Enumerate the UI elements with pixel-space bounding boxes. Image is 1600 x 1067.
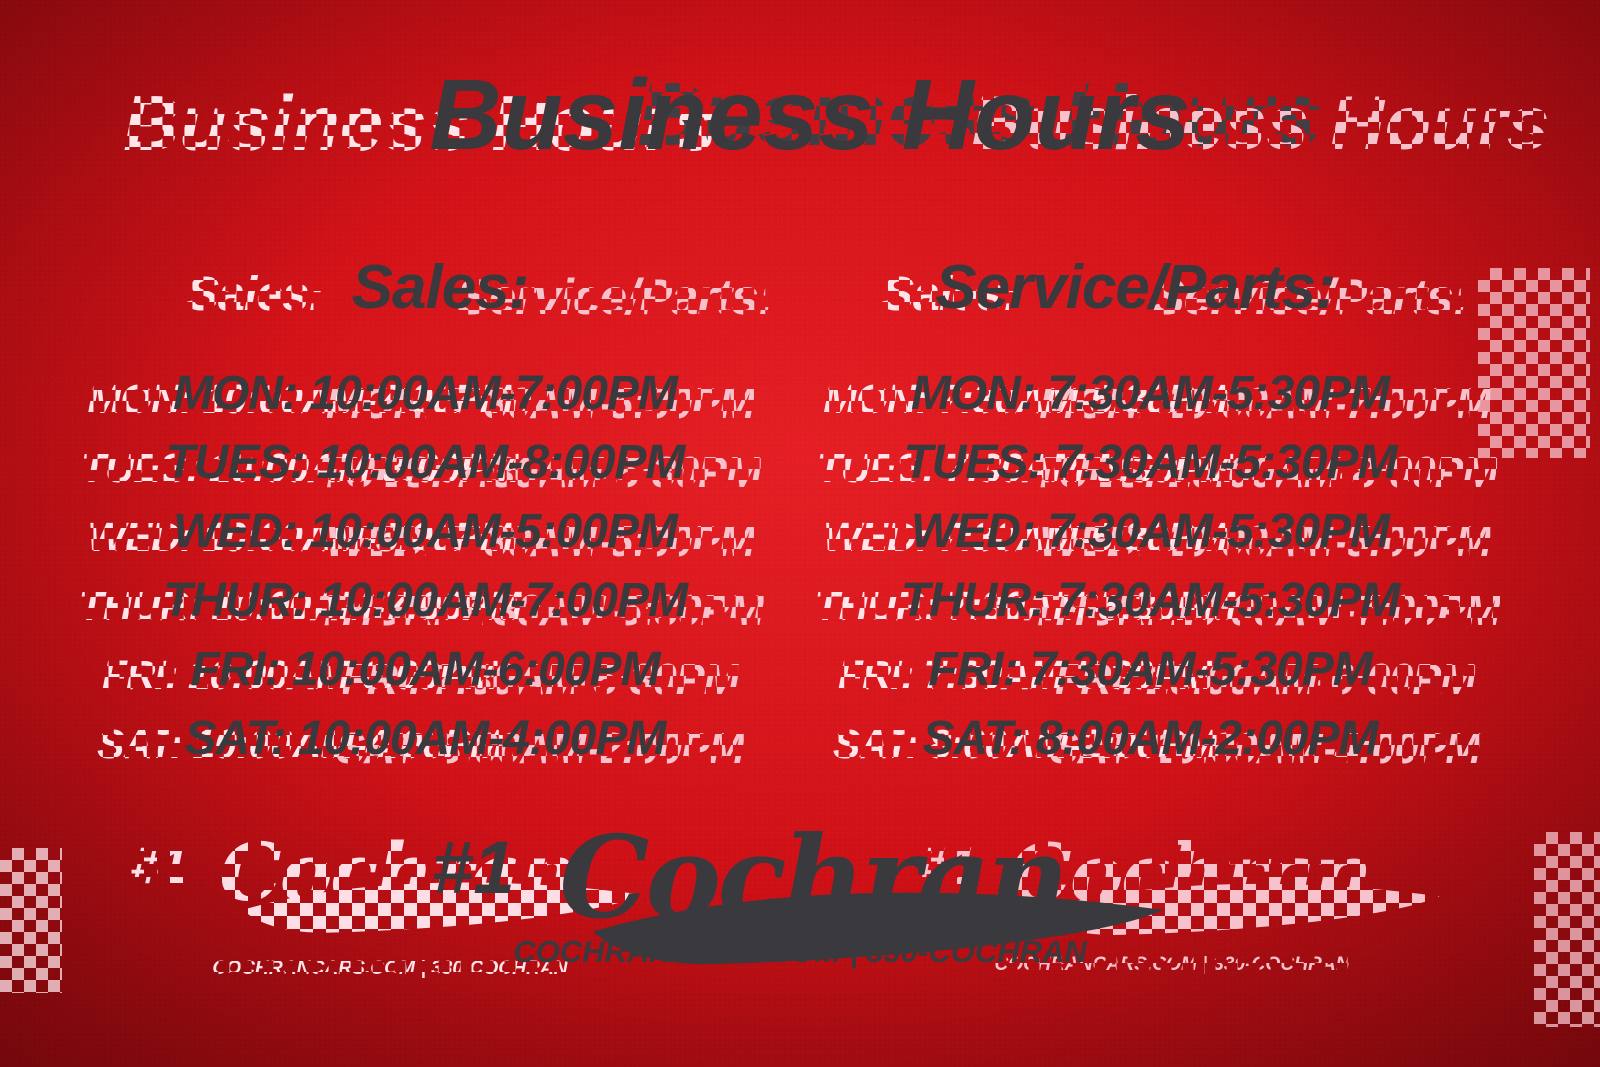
sales-row-ghost-white: WED: 10:00AM-5:00PM bbox=[87, 514, 513, 560]
service-row-text: TUES: 7:30AM-5:30PM bbox=[903, 436, 1397, 489]
sales-row-ghost-white: FRI: 10:00AM-6:00PM bbox=[102, 652, 499, 698]
sales-row-text: FRI: 10:00AM-6:00PM bbox=[190, 643, 660, 696]
service-row-ghost-white: TUES: 7:30AM-5:30PM bbox=[816, 445, 1234, 491]
sales-row-ghost-white: MON: 10:00AM-7:00PM bbox=[87, 376, 513, 422]
service-row-ghost-pink: FRI: 10:00AM-6:00PM bbox=[1054, 656, 1476, 704]
footer-ghost-pink: COCHRANCARS.COM | 330-COCHRAN bbox=[994, 954, 1350, 975]
logo-number-hash: #1 bbox=[917, 837, 976, 896]
title-ghost-pink: Business Hours bbox=[970, 81, 1550, 166]
sales-row-tues: TUES: 10:00AM-8:00PM TUES: 7:30AM-5:30PM… bbox=[81, 435, 762, 497]
service-row-text: THUR: 7:30AM-5:30PM bbox=[900, 574, 1400, 627]
service-row-fri: FRI: 7:30AM-5:30PM FRI: 10:00AM-6:00PM F… bbox=[838, 642, 1476, 704]
service-row-ghost-pink: THUR: 10:00AM-7:00PM bbox=[1030, 587, 1501, 635]
sales-row-ghost-pink: MON: 7:30AM-5:30PM bbox=[325, 380, 755, 428]
title-text: Business Hours bbox=[429, 59, 1191, 171]
title-ghost-white: Business Hours bbox=[123, 79, 717, 167]
sales-row-wed: WED: 10:00AM-5:00PM WED: 7:30AM-5:30PM W… bbox=[87, 504, 755, 566]
service-header-ghost-white: Sales: bbox=[881, 267, 1019, 321]
sales-header-ghost-pink: Service/Parts: bbox=[456, 269, 775, 325]
sales-row-ghost-white: SAT: 10:00AM-4:00PM bbox=[97, 721, 504, 767]
service-row-ghost-white: FRI: 7:30AM-5:30PM bbox=[837, 652, 1213, 698]
glitch-artifact bbox=[0, 848, 62, 993]
sales-header: Sales: Service/Parts: Sales: bbox=[187, 252, 775, 325]
logo-number-hash: #1 bbox=[432, 825, 515, 909]
sales-row-fri: FRI: 10:00AM-6:00PM FRI: 7:30AM-5:30PM F… bbox=[102, 642, 740, 704]
sales-row-ghost-pink: SAT: 8:00AM-2:00PM bbox=[336, 725, 745, 773]
cochran-logo-ghost-white: #1 Cochran bbox=[118, 812, 658, 960]
title-ghost-dark: Business Hours bbox=[637, 65, 1323, 165]
service-row-ghost-pink: SAT: 10:00AM-4:00PM bbox=[1049, 725, 1482, 773]
service-row-ghost-pink: WED: 10:00AM-5:00PM bbox=[1039, 518, 1491, 566]
service-row-ghost-pink: MON: 10:00AM-7:00PM bbox=[1039, 380, 1491, 428]
sales-row-thur: THUR: 10:00AM-7:00PM THUR: 7:30AM-5:30PM… bbox=[79, 573, 764, 635]
service-row-ghost-white: SAT: 8:00AM-2:00PM bbox=[833, 721, 1218, 767]
service-parts-header: Sales: Service/Parts: Service/Parts: bbox=[882, 252, 1470, 325]
sales-row-mon: MON: 10:00AM-7:00PM MON: 7:30AM-5:30PM M… bbox=[87, 366, 755, 428]
service-row-text: WED: 7:30AM-5:30PM bbox=[910, 505, 1390, 558]
service-row-mon: MON: 7:30AM-5:30PM MON: 10:00AM-7:00PM M… bbox=[823, 366, 1492, 428]
sales-row-ghost-pink: WED: 7:30AM-5:30PM bbox=[325, 518, 755, 566]
footer-ghost-white: COCHRANCARS.COM | 330-COCHRAN bbox=[212, 958, 568, 979]
service-row-tues: TUES: 7:30AM-5:30PM TUES: 10:00AM-8:00PM… bbox=[817, 435, 1499, 497]
service-header-ghost-pink: Service/Parts: bbox=[1151, 269, 1470, 325]
sales-row-text: TUES: 10:00AM-8:00PM bbox=[165, 436, 686, 489]
service-row-text: MON: 7:30AM-5:30PM bbox=[910, 367, 1390, 420]
cochran-logo-ghost-pink: #1 Cochran bbox=[905, 812, 1455, 962]
service-row-ghost-white: MON: 7:30AM-5:30PM bbox=[823, 376, 1228, 422]
service-row-text: FRI: 7:30AM-5:30PM bbox=[928, 643, 1372, 696]
sales-row-text: SAT: 10:00AM-4:00PM bbox=[184, 712, 667, 765]
sales-row-text: WED: 10:00AM-5:00PM bbox=[173, 505, 678, 558]
service-row-sat: SAT: 8:00AM-2:00PM SAT: 10:00AM-4:00PM S… bbox=[833, 711, 1481, 773]
cochran-logo: #1 Cochran bbox=[415, 792, 1185, 1003]
glitch-artifact bbox=[1478, 268, 1590, 458]
sales-header-text: Sales: bbox=[351, 253, 530, 322]
logo-number-hash: #1 bbox=[130, 837, 188, 895]
logo-name-text: Cochran bbox=[219, 826, 574, 919]
service-row-ghost-pink: TUES: 10:00AM-8:00PM bbox=[1032, 449, 1499, 497]
service-row-ghost-white: THUR: 7:30AM-5:30PM bbox=[814, 583, 1237, 629]
sales-row-text: THUR: 10:00AM-7:00PM bbox=[162, 574, 688, 627]
sales-header-ghost-white: Sales: bbox=[186, 267, 324, 321]
service-row-text: SAT: 8:00AM-2:00PM bbox=[922, 712, 1379, 765]
sales-row-ghost-white: TUES: 10:00AM-8:00PM bbox=[81, 445, 520, 491]
sales-row-sat: SAT: 10:00AM-4:00PM SAT: 8:00AM-2:00PM S… bbox=[97, 711, 745, 773]
service-row-thur: THUR: 7:30AM-5:30PM THUR: 10:00AM-7:00PM… bbox=[815, 573, 1501, 635]
page-title: Business Hours Business Hours Business H… bbox=[123, 58, 1549, 173]
service-row-wed: WED: 7:30AM-5:30PM WED: 10:00AM-5:00PM W… bbox=[823, 504, 1492, 566]
logo-name-text: Cochran bbox=[559, 811, 1065, 944]
sales-row-text: MON: 10:00AM-7:00PM bbox=[173, 367, 678, 420]
service-row-ghost-white: WED: 7:30AM-5:30PM bbox=[823, 514, 1228, 560]
sales-row-ghost-pink: FRI: 7:30AM-5:30PM bbox=[341, 656, 739, 704]
sales-row-ghost-pink: THUR: 7:30AM-5:30PM bbox=[316, 587, 765, 635]
glitch-artifact bbox=[1534, 832, 1600, 1027]
sales-row-ghost-white: THUR: 10:00AM-7:00PM bbox=[78, 583, 522, 629]
sales-row-ghost-pink: TUES: 7:30AM-5:30PM bbox=[319, 449, 762, 497]
service-header-text: Service/Parts: bbox=[935, 253, 1336, 322]
